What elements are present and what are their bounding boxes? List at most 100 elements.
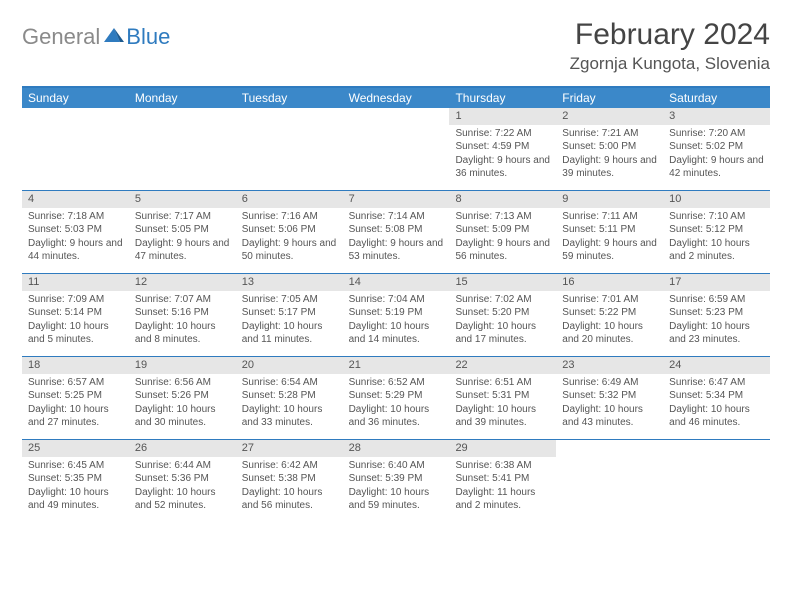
day-header-saturday: Saturday: [663, 88, 770, 108]
day-number: 10: [663, 191, 770, 208]
sunset-label: Sunset: 5:02 PM: [669, 140, 764, 154]
day-body: Sunrise: 7:11 AMSunset: 5:11 PMDaylight:…: [556, 208, 663, 270]
sunset-label: Sunset: 5:29 PM: [349, 389, 444, 403]
day-number: 20: [236, 357, 343, 374]
logo: General Blue: [22, 24, 170, 50]
sunrise-label: Sunrise: 6:47 AM: [669, 376, 764, 390]
sunrise-label: Sunrise: 6:45 AM: [28, 459, 123, 473]
day-cell: 12Sunrise: 7:07 AMSunset: 5:16 PMDayligh…: [129, 274, 236, 356]
day-cell: 4Sunrise: 7:18 AMSunset: 5:03 PMDaylight…: [22, 191, 129, 273]
day-body: Sunrise: 7:17 AMSunset: 5:05 PMDaylight:…: [129, 208, 236, 270]
day-header-tuesday: Tuesday: [236, 88, 343, 108]
week-row: 25Sunrise: 6:45 AMSunset: 5:35 PMDayligh…: [22, 440, 770, 522]
day-body: Sunrise: 7:09 AMSunset: 5:14 PMDaylight:…: [22, 291, 129, 353]
day-number: 16: [556, 274, 663, 291]
week-row: 18Sunrise: 6:57 AMSunset: 5:25 PMDayligh…: [22, 357, 770, 440]
day-header-friday: Friday: [556, 88, 663, 108]
day-cell: 10 Sunrise: 7:10 AMSunset: 5:12 PMDayligh…: [663, 191, 770, 273]
week-row: 1Sunrise: 7:22 AMSunset: 4:59 PMDaylight…: [22, 108, 770, 191]
calendar-grid: Sunday Monday Tuesday Wednesday Thursday…: [22, 86, 770, 522]
sunset-label: Sunset: 5:26 PM: [135, 389, 230, 403]
logo-text-general: General: [22, 24, 100, 50]
day-body: Sunrise: 7:16 AMSunset: 5:06 PMDaylight:…: [236, 208, 343, 270]
day-cell: 11Sunrise: 7:09 AMSunset: 5:14 PMDayligh…: [22, 274, 129, 356]
day-body: Sunrise: 6:51 AMSunset: 5:31 PMDaylight:…: [449, 374, 556, 436]
day-cell: 24Sunrise: 6:47 AMSunset: 5:34 PMDayligh…: [663, 357, 770, 439]
daylight-label: Daylight: 9 hours and 47 minutes.: [135, 237, 230, 264]
day-cell: [556, 440, 663, 522]
day-body: Sunrise: 6:59 AMSunset: 5:23 PMDaylight:…: [663, 291, 770, 353]
sunset-label: Sunset: 5:32 PM: [562, 389, 657, 403]
day-body: Sunrise: 7:04 AMSunset: 5:19 PMDaylight:…: [343, 291, 450, 353]
daylight-label: Daylight: 10 hours and 2 minutes.: [669, 237, 764, 264]
daylight-label: Daylight: 10 hours and 27 minutes.: [28, 403, 123, 430]
sunset-label: Sunset: 5:09 PM: [455, 223, 550, 237]
daylight-label: Daylight: 10 hours and 36 minutes.: [349, 403, 444, 430]
day-number: 4: [22, 191, 129, 208]
day-cell: 25Sunrise: 6:45 AMSunset: 5:35 PMDayligh…: [22, 440, 129, 522]
daylight-label: Daylight: 10 hours and 5 minutes.: [28, 320, 123, 347]
day-number: 5: [129, 191, 236, 208]
day-cell: 29Sunrise: 6:38 AMSunset: 5:41 PMDayligh…: [449, 440, 556, 522]
day-body: Sunrise: 7:22 AMSunset: 4:59 PMDaylight:…: [449, 125, 556, 187]
daylight-label: Daylight: 9 hours and 42 minutes.: [669, 154, 764, 181]
week-row: 11Sunrise: 7:09 AMSunset: 5:14 PMDayligh…: [22, 274, 770, 357]
daylight-label: Daylight: 10 hours and 20 minutes.: [562, 320, 657, 347]
sunrise-label: Sunrise: 7:10 AM: [669, 210, 764, 224]
day-cell: 28Sunrise: 6:40 AMSunset: 5:39 PMDayligh…: [343, 440, 450, 522]
daylight-label: Daylight: 10 hours and 39 minutes.: [455, 403, 550, 430]
day-cell: 21Sunrise: 6:52 AMSunset: 5:29 PMDayligh…: [343, 357, 450, 439]
sunset-label: Sunset: 5:22 PM: [562, 306, 657, 320]
sunset-label: Sunset: 4:59 PM: [455, 140, 550, 154]
sunrise-label: Sunrise: 7:14 AM: [349, 210, 444, 224]
sunset-label: Sunset: 5:05 PM: [135, 223, 230, 237]
day-body: Sunrise: 7:01 AMSunset: 5:22 PMDaylight:…: [556, 291, 663, 353]
day-number: 23: [556, 357, 663, 374]
day-number: 3: [663, 108, 770, 125]
day-cell: 20Sunrise: 6:54 AMSunset: 5:28 PMDayligh…: [236, 357, 343, 439]
day-cell: 15Sunrise: 7:02 AMSunset: 5:20 PMDayligh…: [449, 274, 556, 356]
sunset-label: Sunset: 5:17 PM: [242, 306, 337, 320]
daylight-label: Daylight: 9 hours and 50 minutes.: [242, 237, 337, 264]
day-body: Sunrise: 6:57 AMSunset: 5:25 PMDaylight:…: [22, 374, 129, 436]
day-body: Sunrise: 6:38 AMSunset: 5:41 PMDaylight:…: [449, 457, 556, 519]
day-cell: [663, 440, 770, 522]
daylight-label: Daylight: 9 hours and 44 minutes.: [28, 237, 123, 264]
sunrise-label: Sunrise: 6:40 AM: [349, 459, 444, 473]
logo-sail-icon: [104, 28, 124, 42]
day-number: 19: [129, 357, 236, 374]
sunrise-label: Sunrise: 6:38 AM: [455, 459, 550, 473]
day-cell: 8Sunrise: 7:13 AMSunset: 5:09 PMDaylight…: [449, 191, 556, 273]
day-cell: 5Sunrise: 7:17 AMSunset: 5:05 PMDaylight…: [129, 191, 236, 273]
day-cell: 13Sunrise: 7:05 AMSunset: 5:17 PMDayligh…: [236, 274, 343, 356]
sunrise-label: Sunrise: 7:07 AM: [135, 293, 230, 307]
day-cell: [343, 108, 450, 190]
daylight-label: Daylight: 9 hours and 36 minutes.: [455, 154, 550, 181]
day-cell: 22Sunrise: 6:51 AMSunset: 5:31 PMDayligh…: [449, 357, 556, 439]
day-body: Sunrise: 6:44 AMSunset: 5:36 PMDaylight:…: [129, 457, 236, 519]
sunset-label: Sunset: 5:36 PM: [135, 472, 230, 486]
day-header-wednesday: Wednesday: [343, 88, 450, 108]
day-number: 13: [236, 274, 343, 291]
day-number: 7: [343, 191, 450, 208]
month-title: February 2024: [570, 18, 770, 52]
day-number: 1: [449, 108, 556, 125]
title-block: February 2024 Zgornja Kungota, Slovenia: [570, 18, 770, 74]
daylight-label: Daylight: 10 hours and 59 minutes.: [349, 486, 444, 513]
day-number: 21: [343, 357, 450, 374]
day-number: 17: [663, 274, 770, 291]
sunrise-label: Sunrise: 7:09 AM: [28, 293, 123, 307]
day-cell: 27Sunrise: 6:42 AMSunset: 5:38 PMDayligh…: [236, 440, 343, 522]
day-cell: [236, 108, 343, 190]
sunrise-label: Sunrise: 6:56 AM: [135, 376, 230, 390]
sunset-label: Sunset: 5:11 PM: [562, 223, 657, 237]
day-number: 29: [449, 440, 556, 457]
sunrise-label: Sunrise: 6:59 AM: [669, 293, 764, 307]
sunset-label: Sunset: 5:12 PM: [669, 223, 764, 237]
logo-text-blue: Blue: [126, 24, 170, 50]
sunset-label: Sunset: 5:25 PM: [28, 389, 123, 403]
day-body: Sunrise: 6:52 AMSunset: 5:29 PMDaylight:…: [343, 374, 450, 436]
day-body: Sunrise: 6:54 AMSunset: 5:28 PMDaylight:…: [236, 374, 343, 436]
calendar-page: General Blue February 2024 Zgornja Kungo…: [0, 0, 792, 540]
day-cell: [22, 108, 129, 190]
